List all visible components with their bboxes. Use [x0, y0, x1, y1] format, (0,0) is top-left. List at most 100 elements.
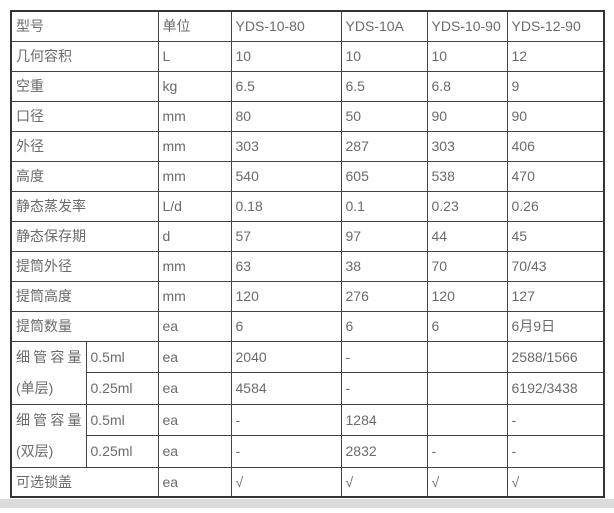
- group-label-vial-capacity-double: 细管容量 (双层): [10, 403, 87, 468]
- value-cell: 538: [426, 160, 508, 192]
- value-cell: 90: [506, 100, 605, 132]
- header-model-label: 型号: [10, 10, 159, 42]
- unit-cell: ea: [157, 466, 232, 498]
- vial-size-cell: 0.25ml: [85, 372, 159, 405]
- unit-cell: mm: [157, 130, 232, 162]
- value-cell: 38: [340, 250, 428, 282]
- value-cell: 80: [230, 100, 342, 132]
- value-cell: 44: [426, 220, 508, 252]
- spec-label: 几何容积: [10, 40, 159, 72]
- value-cell: 303: [426, 130, 508, 162]
- group-label-line2: (单层): [16, 379, 54, 396]
- value-cell: [426, 403, 508, 436]
- value-cell: 605: [340, 160, 428, 192]
- unit-cell: kg: [157, 70, 232, 102]
- value-cell: -: [506, 435, 605, 468]
- header-model-yds-10a: YDS-10A: [340, 10, 428, 42]
- value-cell: 10: [426, 40, 508, 72]
- checkmark-cell: √: [340, 466, 428, 498]
- unit-cell: ea: [157, 435, 232, 468]
- value-cell: -: [506, 403, 605, 436]
- value-cell: 57: [230, 220, 342, 252]
- spec-label: 静态保存期: [10, 220, 159, 252]
- value-cell: 9: [506, 70, 605, 102]
- value-cell: 0.18: [230, 190, 342, 222]
- unit-cell: mm: [157, 100, 232, 132]
- value-cell: [426, 340, 508, 373]
- vial-size-cell: 0.5ml: [85, 340, 159, 373]
- unit-cell: mm: [157, 160, 232, 192]
- spec-label: 口径: [10, 100, 159, 132]
- checkmark-cell: √: [426, 466, 508, 498]
- table-row-optional-lock-cover: 可选锁盖 ea √ √ √ √: [10, 466, 605, 498]
- unit-cell: L/d: [157, 190, 232, 222]
- value-cell: 6月9日: [506, 310, 605, 342]
- table-row-caliber: 口径 mm 80 50 90 90: [10, 100, 605, 132]
- value-cell: 6.8: [426, 70, 508, 102]
- unit-cell: mm: [157, 280, 232, 312]
- value-cell: 90: [426, 100, 508, 132]
- spec-label: 静态蒸发率: [10, 190, 159, 222]
- value-cell: 0.26: [506, 190, 605, 222]
- value-cell: 470: [506, 160, 605, 192]
- spec-label: 空重: [10, 70, 159, 102]
- value-cell: 2588/1566: [506, 340, 605, 373]
- value-cell: 303: [230, 130, 342, 162]
- group-label-line2: (双层): [16, 442, 54, 459]
- value-cell: 63: [230, 250, 342, 282]
- spec-label: 外径: [10, 130, 159, 162]
- value-cell: 10: [230, 40, 342, 72]
- value-cell: 4584: [230, 372, 342, 405]
- spec-label: 高度: [10, 160, 159, 192]
- group-label-vial-capacity-single: 细管容量 (单层): [10, 340, 87, 405]
- value-cell: -: [230, 435, 342, 468]
- value-cell: 6: [230, 310, 342, 342]
- page-bottom-strip: [0, 499, 614, 508]
- value-cell: 6.5: [340, 70, 428, 102]
- table-row-canister-quantity: 提筒数量 ea 6 6 6 6月9日: [10, 310, 605, 342]
- group-label-line1: 细管容量: [16, 348, 82, 365]
- header-model-yds-10-80: YDS-10-80: [230, 10, 342, 42]
- header-unit-label: 单位: [157, 10, 232, 42]
- unit-cell: mm: [157, 250, 232, 282]
- header-model-yds-10-90: YDS-10-90: [426, 10, 508, 42]
- value-cell: -: [340, 340, 428, 373]
- vial-size-cell: 0.5ml: [85, 403, 159, 436]
- unit-cell: ea: [157, 310, 232, 342]
- value-cell: 6.5: [230, 70, 342, 102]
- table-row-outer-diameter: 外径 mm 303 287 303 406: [10, 130, 605, 162]
- value-cell: 50: [340, 100, 428, 132]
- unit-cell: ea: [157, 403, 232, 436]
- table-row-static-holding-time: 静态保存期 d 57 97 44 45: [10, 220, 605, 252]
- table-row-canister-height: 提筒高度 mm 120 276 120 127: [10, 280, 605, 312]
- value-cell: 12: [506, 40, 605, 72]
- table-row-vial-capacity-double-05: 细管容量 (双层) 0.5ml ea - 1284 -: [10, 403, 605, 468]
- value-cell: 276: [340, 280, 428, 312]
- value-cell: 406: [506, 130, 605, 162]
- unit-cell: ea: [157, 340, 232, 373]
- value-cell: 97: [340, 220, 428, 252]
- table-row-empty-weight: 空重 kg 6.5 6.5 6.8 9: [10, 70, 605, 102]
- value-cell: 120: [230, 280, 342, 312]
- value-cell: 540: [230, 160, 342, 192]
- table-row-geometric-volume: 几何容积 L 10 10 10 12: [10, 40, 605, 72]
- checkmark-cell: √: [506, 466, 605, 498]
- value-cell: 2832: [340, 435, 428, 468]
- value-cell: -: [340, 372, 428, 405]
- value-cell: 6: [340, 310, 428, 342]
- table-row-height: 高度 mm 540 605 538 470: [10, 160, 605, 192]
- table-row-vial-capacity-double-025: 0.25ml ea - 2832 - -: [11, 435, 605, 468]
- value-cell: 6192/3438: [506, 372, 605, 405]
- page: 型号 单位 YDS-10-80 YDS-10A YDS-10-90 YDS-12…: [10, 10, 605, 498]
- value-cell: -: [426, 435, 508, 468]
- group-label-line1: 细管容量: [16, 411, 82, 428]
- value-cell: [426, 372, 508, 405]
- checkmark-cell: √: [230, 466, 342, 498]
- table-row-vial-capacity-single-05: 细管容量 (单层) 0.5ml ea 2040 - 2588/1566: [10, 340, 605, 405]
- header-model-yds-12-90: YDS-12-90: [506, 10, 605, 42]
- unit-cell: L: [157, 40, 232, 72]
- spec-table: 型号 单位 YDS-10-80 YDS-10A YDS-10-90 YDS-12…: [10, 10, 605, 498]
- unit-cell: d: [157, 220, 232, 252]
- spec-label: 提筒数量: [10, 310, 159, 342]
- table-row-vial-capacity-single-025: 0.25ml ea 4584 - 6192/3438: [11, 372, 605, 405]
